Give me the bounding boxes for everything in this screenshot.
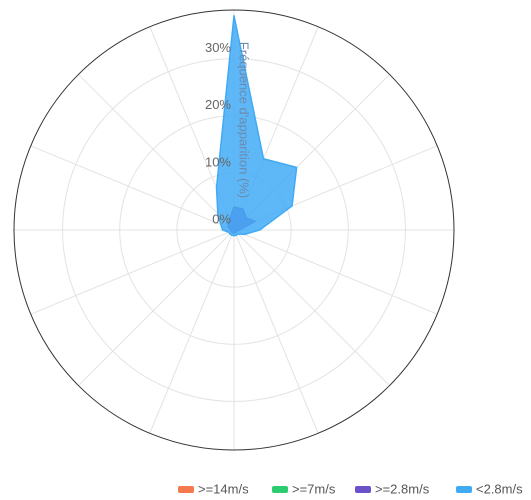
axis-title: Fréquence d'apparition (%) bbox=[237, 42, 252, 198]
spoke bbox=[233, 229, 438, 315]
r-tick-label: 10% bbox=[205, 154, 231, 169]
areas bbox=[215, 14, 298, 237]
legend-label: >=2.8m/s bbox=[375, 481, 430, 496]
spoke bbox=[233, 229, 390, 386]
r-tick-label: 20% bbox=[205, 97, 231, 112]
spoke bbox=[78, 74, 235, 231]
legend-label: >=7m/s bbox=[292, 481, 336, 496]
labels: 0% 10% 20% 30% Fréquence d'apparition (%) bbox=[205, 40, 252, 226]
legend: >=14m/s >=7m/s >=2.8m/s <2.8m/s bbox=[178, 481, 523, 496]
spoke bbox=[30, 229, 235, 315]
spoke bbox=[233, 229, 319, 434]
spoke bbox=[30, 145, 235, 231]
legend-swatch bbox=[178, 486, 194, 493]
legend-swatch bbox=[272, 486, 288, 493]
grid bbox=[13, 9, 455, 451]
series-area bbox=[215, 14, 298, 237]
r-tick-label: 30% bbox=[205, 40, 231, 55]
outer-circle bbox=[13, 9, 455, 451]
legend-label: >=14m/s bbox=[198, 481, 249, 496]
legend-swatch bbox=[355, 486, 371, 493]
r-tick-label: 0% bbox=[212, 211, 231, 226]
legend-label: <2.8m/s bbox=[476, 481, 523, 496]
legend-swatch bbox=[456, 486, 472, 493]
spoke bbox=[149, 229, 235, 434]
spoke bbox=[78, 229, 235, 386]
